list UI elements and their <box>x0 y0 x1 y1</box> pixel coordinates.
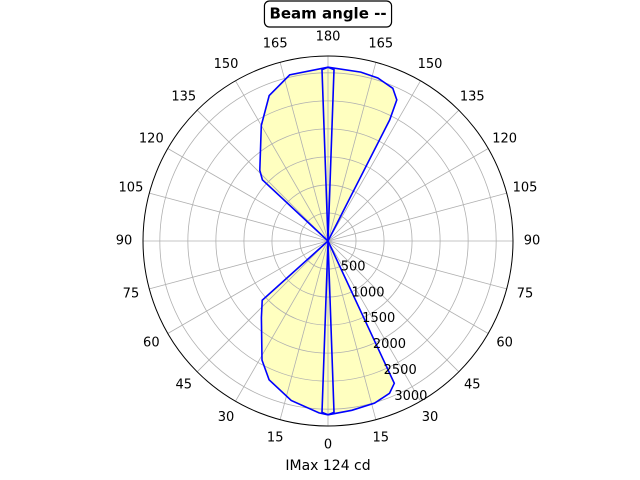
theta-tick-label: 45 <box>464 378 481 393</box>
theta-tick-label: 150 <box>418 57 443 72</box>
theta-tick-label: 90 <box>524 234 541 249</box>
theta-tick-label: 135 <box>171 89 196 104</box>
grid-spoke <box>327 240 377 420</box>
theta-tick-label: 120 <box>139 132 164 147</box>
theta-tick-label: 45 <box>175 378 192 393</box>
grid-spoke <box>327 240 421 402</box>
theta-tick-label: 120 <box>492 132 517 147</box>
title-box <box>263 0 393 28</box>
theta-tick-label: 165 <box>263 36 288 51</box>
theta-tick-label: 0 <box>324 438 332 453</box>
r-tick-label: 2000 <box>373 337 406 352</box>
series-line <box>258 66 398 416</box>
chart-title: Beam angle -- <box>269 5 386 23</box>
theta-tick-label: 30 <box>218 410 235 425</box>
r-tick-label: 2500 <box>384 363 417 378</box>
grid-spoke <box>327 192 507 242</box>
grid-spoke <box>279 240 329 420</box>
r-tick-label: 1000 <box>351 285 384 300</box>
theta-tick-label: 75 <box>517 286 534 301</box>
theta-tick-label: 60 <box>496 336 513 351</box>
grid-spoke <box>235 80 329 242</box>
area-fill <box>259 67 397 415</box>
theta-tick-label: 135 <box>460 89 485 104</box>
grid-spoke <box>235 240 329 402</box>
grid-spoke <box>149 240 329 290</box>
grid-spoke <box>279 62 329 242</box>
grid-spoke <box>327 80 421 242</box>
grid-spoke <box>327 240 460 373</box>
r-tick-label: 1500 <box>362 311 395 326</box>
theta-tick-label: 30 <box>422 410 439 425</box>
grid-spoke <box>149 192 329 242</box>
x-axis-label: IMax 124 cd <box>285 458 370 474</box>
theta-tick-label: 165 <box>368 36 393 51</box>
grid-spoke <box>327 240 507 290</box>
outer-frame <box>142 55 514 427</box>
theta-tick-label: 15 <box>373 431 390 446</box>
theta-tick-label: 90 <box>116 234 133 249</box>
theta-tick-label: 15 <box>267 431 284 446</box>
theta-tick-label: 75 <box>123 286 140 301</box>
grid-spoke <box>196 109 329 242</box>
theta-tick-label: 60 <box>143 336 160 351</box>
series-line <box>321 66 335 416</box>
grid-spoke <box>167 240 329 334</box>
theta-tick-label: 105 <box>513 181 538 196</box>
theta-tick-label: 150 <box>214 57 239 72</box>
grid-spoke <box>327 109 460 242</box>
theta-tick-label: 105 <box>119 181 144 196</box>
grid-spoke <box>327 240 489 334</box>
r-tick-label: 3000 <box>394 389 427 404</box>
grid-spoke <box>327 62 377 242</box>
theta-tick-label: 180 <box>316 30 341 45</box>
grid-spoke <box>167 148 329 242</box>
r-tick-label: 500 <box>341 259 366 274</box>
grid-spoke <box>327 148 489 242</box>
